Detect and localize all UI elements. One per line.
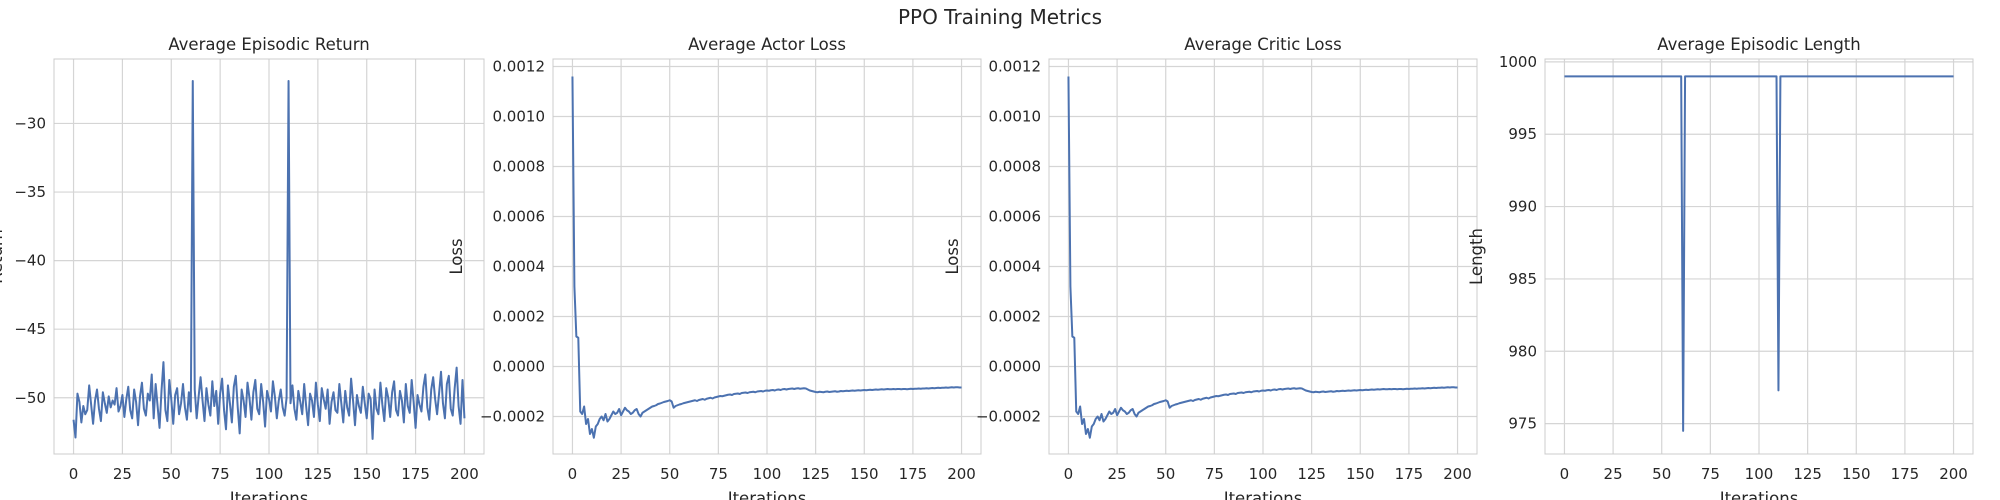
x-tick-label: 200 [947,465,976,483]
chart-panel-1: 0 25 50 75 100 125 150 175 200 −50 −45 −40 −35 −30 Ave… [0,35,485,500]
y-tick-label: 1000 [1499,53,1537,71]
chart-title: Average Episodic Return [168,35,369,54]
y-axis-label: Return [0,229,6,284]
x-tick-label: 125 [1793,465,1822,483]
axes-border [1544,58,1974,455]
y-tick-label: −0.0002 [976,408,1041,426]
x-tick-label: 25 [1604,465,1623,483]
x-tick-label: 50 [162,465,181,483]
y-tick-label: 0.0008 [493,158,546,176]
y-tick-label: −40 [14,252,46,270]
y-axis-label: Loss [943,238,962,274]
x-tick-label: 175 [1891,465,1920,483]
x-axis-label: Iterations [1224,489,1303,500]
y-tick-label: −35 [14,183,46,201]
x-tick-label: 0 [568,465,578,483]
y-tick-label: 0.0004 [989,258,1042,276]
x-tick-label: 200 [450,465,479,483]
x-tick-label: 75 [1701,465,1720,483]
x-tick-label: 200 [1939,465,1968,483]
x-tick-label: 175 [1395,465,1424,483]
chart-title: Average Episodic Length [1657,35,1860,54]
y-tick-label: 995 [1508,125,1537,143]
x-tick-label: 50 [1652,465,1671,483]
x-tick-label: 0 [1560,465,1570,483]
x-tick-label: 25 [113,465,132,483]
x-tick-label: 25 [612,465,631,483]
y-tick-label: 0.0008 [989,158,1042,176]
axes-border [53,58,485,455]
x-tick-label: 25 [1108,465,1127,483]
chart-panel-3: 0 25 50 75 100 125 150 175 200 −0.0002 0.0000 0.000… [943,35,1478,500]
y-tick-label: 980 [1508,342,1537,360]
x-tick-label: 0 [69,465,79,483]
x-tick-label: 75 [211,465,230,483]
x-tick-label: 100 [255,465,284,483]
chart-panel-2: 0 25 50 75 100 125 150 175 200 −0.0002 0.0000 0.000… [447,35,982,500]
y-tick-label: −0.0002 [480,408,545,426]
x-axis-label: Iterations [230,489,309,500]
y-tick-label: 0.0012 [493,58,546,76]
x-tick-label: 125 [1297,465,1326,483]
chart-title: Average Actor Loss [688,35,846,54]
series-line-1 [1564,75,1954,432]
y-tick-label: 0.0000 [493,358,546,376]
y-tick-label: 0.0010 [493,108,546,126]
figure-suptitle: PPO Training Metrics [898,5,1102,29]
y-tick-label: 0.0006 [989,208,1042,226]
y-tick-label: 985 [1508,270,1537,288]
x-tick-label: 150 [352,465,381,483]
y-tick-label: 0.0006 [493,208,546,226]
x-tick-label: 175 [401,465,430,483]
x-tick-label: 125 [801,465,830,483]
axes-border [552,58,982,455]
x-tick-label: 200 [1443,465,1472,483]
x-tick-label: 175 [899,465,928,483]
y-tick-label: 0.0010 [989,108,1042,126]
chart-title: Average Critic Loss [1184,35,1341,54]
axes-border [1048,58,1478,455]
y-tick-label: −50 [14,389,46,407]
x-tick-label: 125 [304,465,333,483]
y-tick-label: 0.0002 [493,308,546,326]
y-axis-label: Loss [447,238,466,274]
x-tick-label: 50 [660,465,679,483]
x-tick-label: 100 [1745,465,1774,483]
series-line-1 [72,79,466,440]
y-tick-label: 0.0002 [989,308,1042,326]
x-tick-label: 75 [709,465,728,483]
x-tick-label: 150 [850,465,879,483]
y-tick-label: −45 [14,320,46,338]
x-tick-label: 150 [1842,465,1871,483]
y-tick-label: 0.0012 [989,58,1042,76]
x-tick-label: 50 [1156,465,1175,483]
y-axis-label: Length [1467,228,1486,285]
y-tick-label: 0.0000 [989,358,1042,376]
x-axis-label: Iterations [728,489,807,500]
x-axis-label: Iterations [1720,489,1799,500]
x-tick-label: 75 [1205,465,1224,483]
y-tick-label: 975 [1508,415,1537,433]
y-tick-label: 990 [1508,198,1537,216]
x-tick-label: 100 [1249,465,1278,483]
x-tick-label: 100 [753,465,782,483]
y-tick-label: −30 [14,114,46,132]
chart-panel-4: 0 25 50 75 100 125 150 175 200 975 980 985 990 995 100… [1467,35,1974,500]
series-line-1 [571,76,962,439]
x-tick-label: 150 [1346,465,1375,483]
series-line-1 [1067,76,1458,439]
y-tick-label: 0.0004 [493,258,546,276]
x-tick-label: 0 [1064,465,1074,483]
